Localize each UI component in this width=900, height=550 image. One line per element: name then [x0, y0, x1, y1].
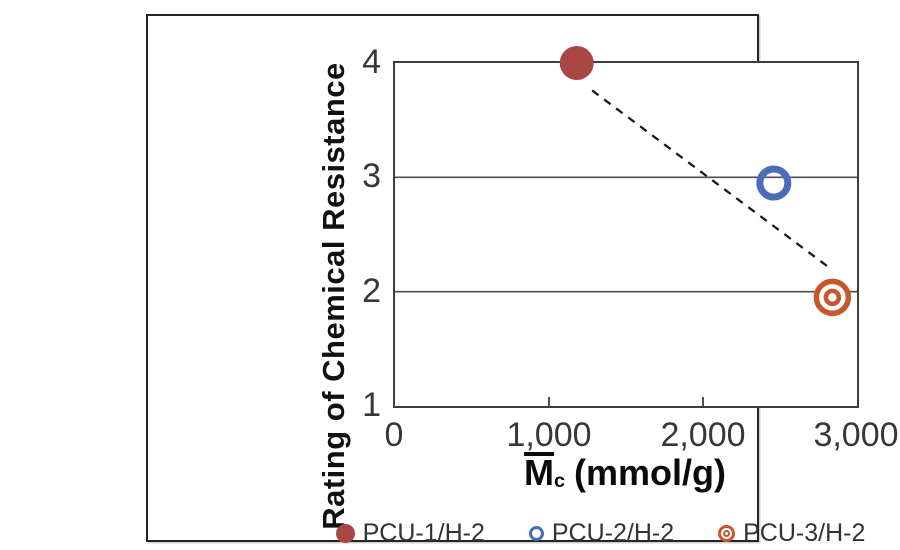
data-point-pcu-1-h-2	[559, 46, 594, 80]
x-tick-label-3000: 3,000	[813, 416, 899, 454]
mc-subscript: c	[554, 469, 566, 492]
mc-symbol: M	[524, 452, 554, 493]
y-tick-label-2: 2	[362, 272, 381, 310]
trendline-dashed	[591, 89, 832, 270]
y-tick-label-1: 1	[362, 386, 381, 424]
data-point-pcu-2-h-2	[756, 165, 792, 201]
x-tick-label-0: 0	[384, 416, 404, 454]
x-axis-unit: (mmol/g)	[574, 452, 726, 493]
data-point-pcu-3-h-2	[813, 278, 852, 317]
filled-circle-marker-icon	[335, 523, 355, 543]
legend-item-pcu-2: PCU-2/H-2	[528, 518, 675, 548]
x-axis-title: Mc (mmol/g)	[445, 449, 805, 497]
plot-canvas	[395, 46, 857, 406]
legend: PCU-1/H-2 PCU-2/H-2 PCU-3/H-2	[294, 513, 900, 550]
x-tick-label-2000: 2,000	[660, 416, 746, 454]
y-tick-label-3: 3	[362, 157, 381, 195]
double-circle-inner-ring	[723, 529, 731, 537]
legend-item-pcu-1: PCU-1/H-2	[335, 518, 485, 548]
chart-frame: Rating of Chemical Resistance 4 3 2 1 0 …	[146, 14, 899, 547]
data-point-pcu-3-h-2-inner	[823, 288, 842, 307]
plot-area	[393, 46, 859, 408]
y-tick-label-4: 4	[362, 43, 381, 81]
legend-label: PCU-3/H-2	[743, 518, 866, 547]
legend-label: PCU-2/H-2	[551, 518, 675, 547]
legend-label: PCU-1/H-2	[362, 518, 485, 547]
double-circle-marker-icon	[718, 524, 736, 542]
open-circle-marker-icon	[528, 525, 544, 541]
x-tick-label-1000: 1,000	[506, 416, 592, 454]
legend-item-pcu-3: PCU-3/H-2	[718, 519, 865, 548]
